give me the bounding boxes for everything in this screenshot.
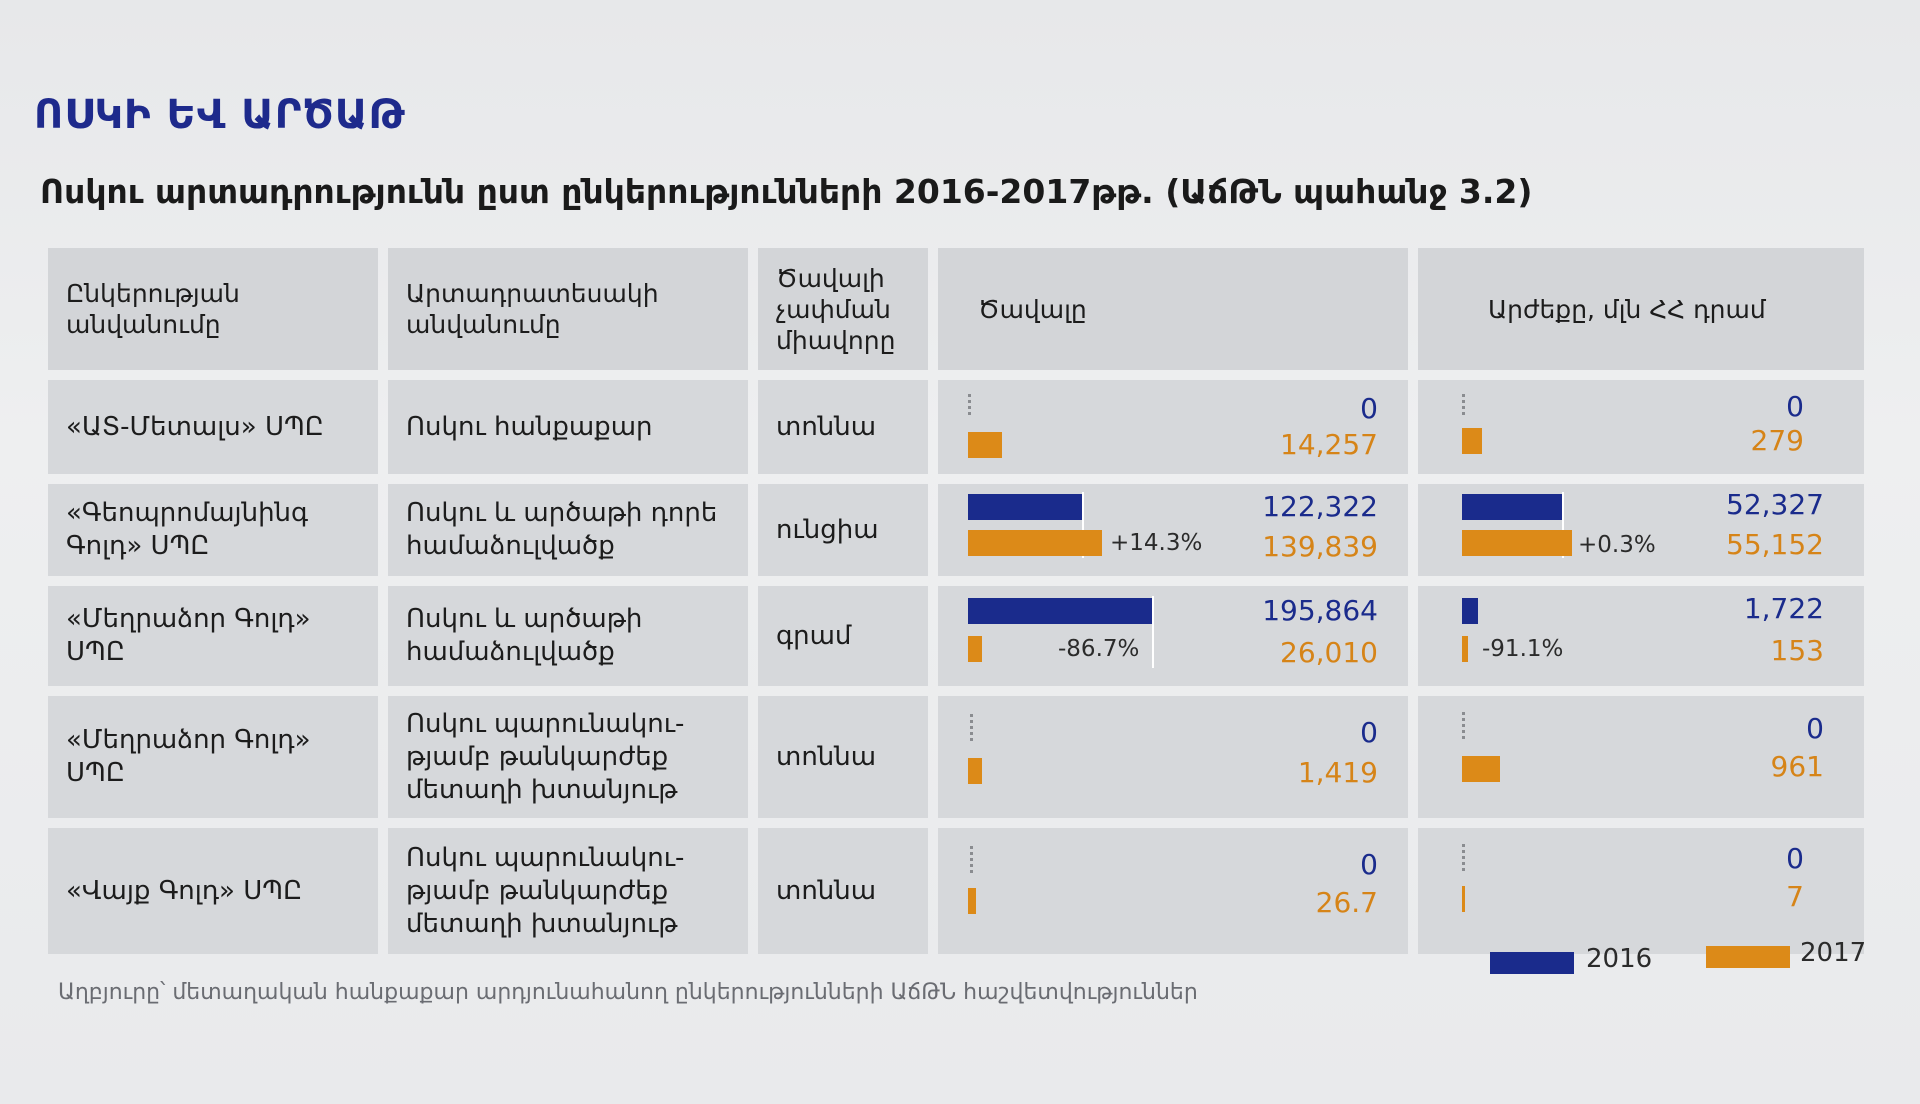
- value-bar-2017: [1462, 636, 1468, 662]
- value-2017-value: 961: [1770, 750, 1824, 783]
- value-2016-value: 0: [1786, 842, 1804, 875]
- table-row-unit: ունցիա: [758, 484, 928, 576]
- table-row-product: Ոսկու պարունակու-թյամբ թանկարժեք մետաղի …: [388, 828, 748, 954]
- zero-marker-2016: [1462, 394, 1465, 418]
- table-row-product: Ոսկու և արծաթի համաձուլվածք: [388, 586, 748, 686]
- volume-2017-value: 26.7: [1315, 886, 1378, 919]
- table-row-product: Ոսկու պարունակու-թյամբ թանկարժեք մետաղի …: [388, 696, 748, 818]
- value-bar-cell: +0.3% 52,327 55,152: [1418, 484, 1864, 576]
- volume-bar-cell: 0 14,257: [938, 380, 1408, 474]
- table-row-company: «Վայք Գոլդ» ՍՊԸ: [48, 828, 378, 954]
- zero-marker-2016: [968, 394, 971, 418]
- value-2017-value: 55,152: [1726, 528, 1824, 561]
- volume-2016-value: 122,322: [1262, 490, 1378, 523]
- value-2017-value: 7: [1786, 880, 1804, 913]
- header-product: Արտադրատեսակի անվանումը: [388, 248, 748, 370]
- volume-2016-reference-line: [1082, 492, 1084, 558]
- volume-2016-value: 195,864: [1262, 594, 1378, 627]
- volume-bar-2016: [968, 598, 1152, 624]
- zero-marker-2016: [1462, 844, 1465, 874]
- value-bar-2017: [1462, 428, 1482, 454]
- volume-2016-value: 0: [1360, 392, 1378, 425]
- header-unit: Ծավալի չափման միավորը: [758, 248, 928, 370]
- volume-2017-value: 139,839: [1262, 530, 1378, 563]
- header-value: Արժեքը, մլն ՀՀ դրամ: [1418, 248, 1864, 370]
- value-bar-2017: [1462, 530, 1572, 556]
- value-2016-value: 52,327: [1726, 488, 1824, 521]
- table-title: Ոսկու արտադրությունն ըստ ընկերություններ…: [40, 172, 1533, 211]
- value-bar-cell: 0 961: [1418, 696, 1864, 818]
- volume-bar-2016: [968, 494, 1082, 520]
- value-bar-2017: [1462, 886, 1465, 912]
- volume-2016-reference-line: [1152, 596, 1154, 668]
- volume-2016-value: 0: [1360, 848, 1378, 881]
- source-note: Աղբյուրը՝ մետաղական հանքաքար արդյունահան…: [58, 980, 1198, 1005]
- volume-bar-2017: [968, 432, 1002, 458]
- value-2017-value: 279: [1750, 424, 1804, 457]
- value-bar-cell: -91.1% 1,722 153: [1418, 586, 1864, 686]
- zero-marker-2016: [970, 714, 973, 744]
- section-title: ՈՍԿԻ ԵՎ ԱՐԾԱԹ: [34, 92, 406, 138]
- value-change-label: +0.3%: [1578, 532, 1656, 558]
- volume-2016-value: 0: [1360, 716, 1378, 749]
- value-bar-2017: [1462, 756, 1500, 782]
- value-2017-value: 153: [1770, 634, 1824, 667]
- table-row-company: «Մեղրաձոր Գոլդ» ՍՊԸ: [48, 696, 378, 818]
- volume-bar-2017: [968, 636, 982, 662]
- volume-2017-value: 26,010: [1280, 636, 1378, 669]
- legend-label-2016: 2016: [1586, 944, 1653, 974]
- value-2016-value: 0: [1786, 390, 1804, 423]
- table-row-unit: տոննա: [758, 380, 928, 474]
- table-row-unit: տոննա: [758, 696, 928, 818]
- volume-bar-2017: [968, 888, 976, 914]
- value-change-label: -91.1%: [1482, 636, 1564, 662]
- volume-bar-cell: -86.7% 195,864 26,010: [938, 586, 1408, 686]
- volume-bar-2017: [968, 758, 982, 784]
- table-row-company: «ԱՏ-Մետալս» ՍՊԸ: [48, 380, 378, 474]
- header-company: Ընկերության անվանումը: [48, 248, 378, 370]
- volume-change-label: -86.7%: [1058, 636, 1140, 662]
- header-volume: Ծավալը: [938, 248, 1408, 370]
- table-row-product: Ոսկու և արծաթի դորե համաձուլվածք: [388, 484, 748, 576]
- volume-2017-value: 1,419: [1297, 756, 1378, 789]
- volume-change-label: +14.3%: [1110, 530, 1203, 556]
- value-bar-cell: 0 7: [1418, 828, 1864, 954]
- table-row-unit: գրամ: [758, 586, 928, 686]
- table-row-product: Ոսկու հանքաքար: [388, 380, 748, 474]
- table-row-company: «Մեղրաձոր Գոլդ» ՍՊԸ: [48, 586, 378, 686]
- zero-marker-2016: [1462, 712, 1465, 742]
- value-2016-reference-line: [1562, 492, 1564, 558]
- volume-bar-2017: [968, 530, 1102, 556]
- zero-marker-2016: [970, 846, 973, 876]
- volume-2017-value: 14,257: [1280, 428, 1378, 461]
- gold-production-table: Ընկերության անվանումը Արտադրատեսակի անվա…: [48, 248, 1864, 968]
- table-row-company: «Գեոպրոմայնինգ Գոլդ» ՍՊԸ: [48, 484, 378, 576]
- table-row-unit: տոննա: [758, 828, 928, 954]
- legend-label-2017: 2017: [1800, 938, 1867, 968]
- volume-bar-cell: 0 26.7: [938, 828, 1408, 954]
- value-2016-value: 1,722: [1743, 592, 1824, 625]
- value-bar-cell: 0 279: [1418, 380, 1864, 474]
- legend-swatch-2016: [1490, 952, 1574, 974]
- legend-swatch-2017: [1706, 946, 1790, 968]
- volume-bar-cell: 0 1,419: [938, 696, 1408, 818]
- volume-bar-cell: +14.3% 122,322 139,839: [938, 484, 1408, 576]
- value-2016-value: 0: [1806, 712, 1824, 745]
- value-bar-2016: [1462, 598, 1478, 624]
- value-bar-2016: [1462, 494, 1562, 520]
